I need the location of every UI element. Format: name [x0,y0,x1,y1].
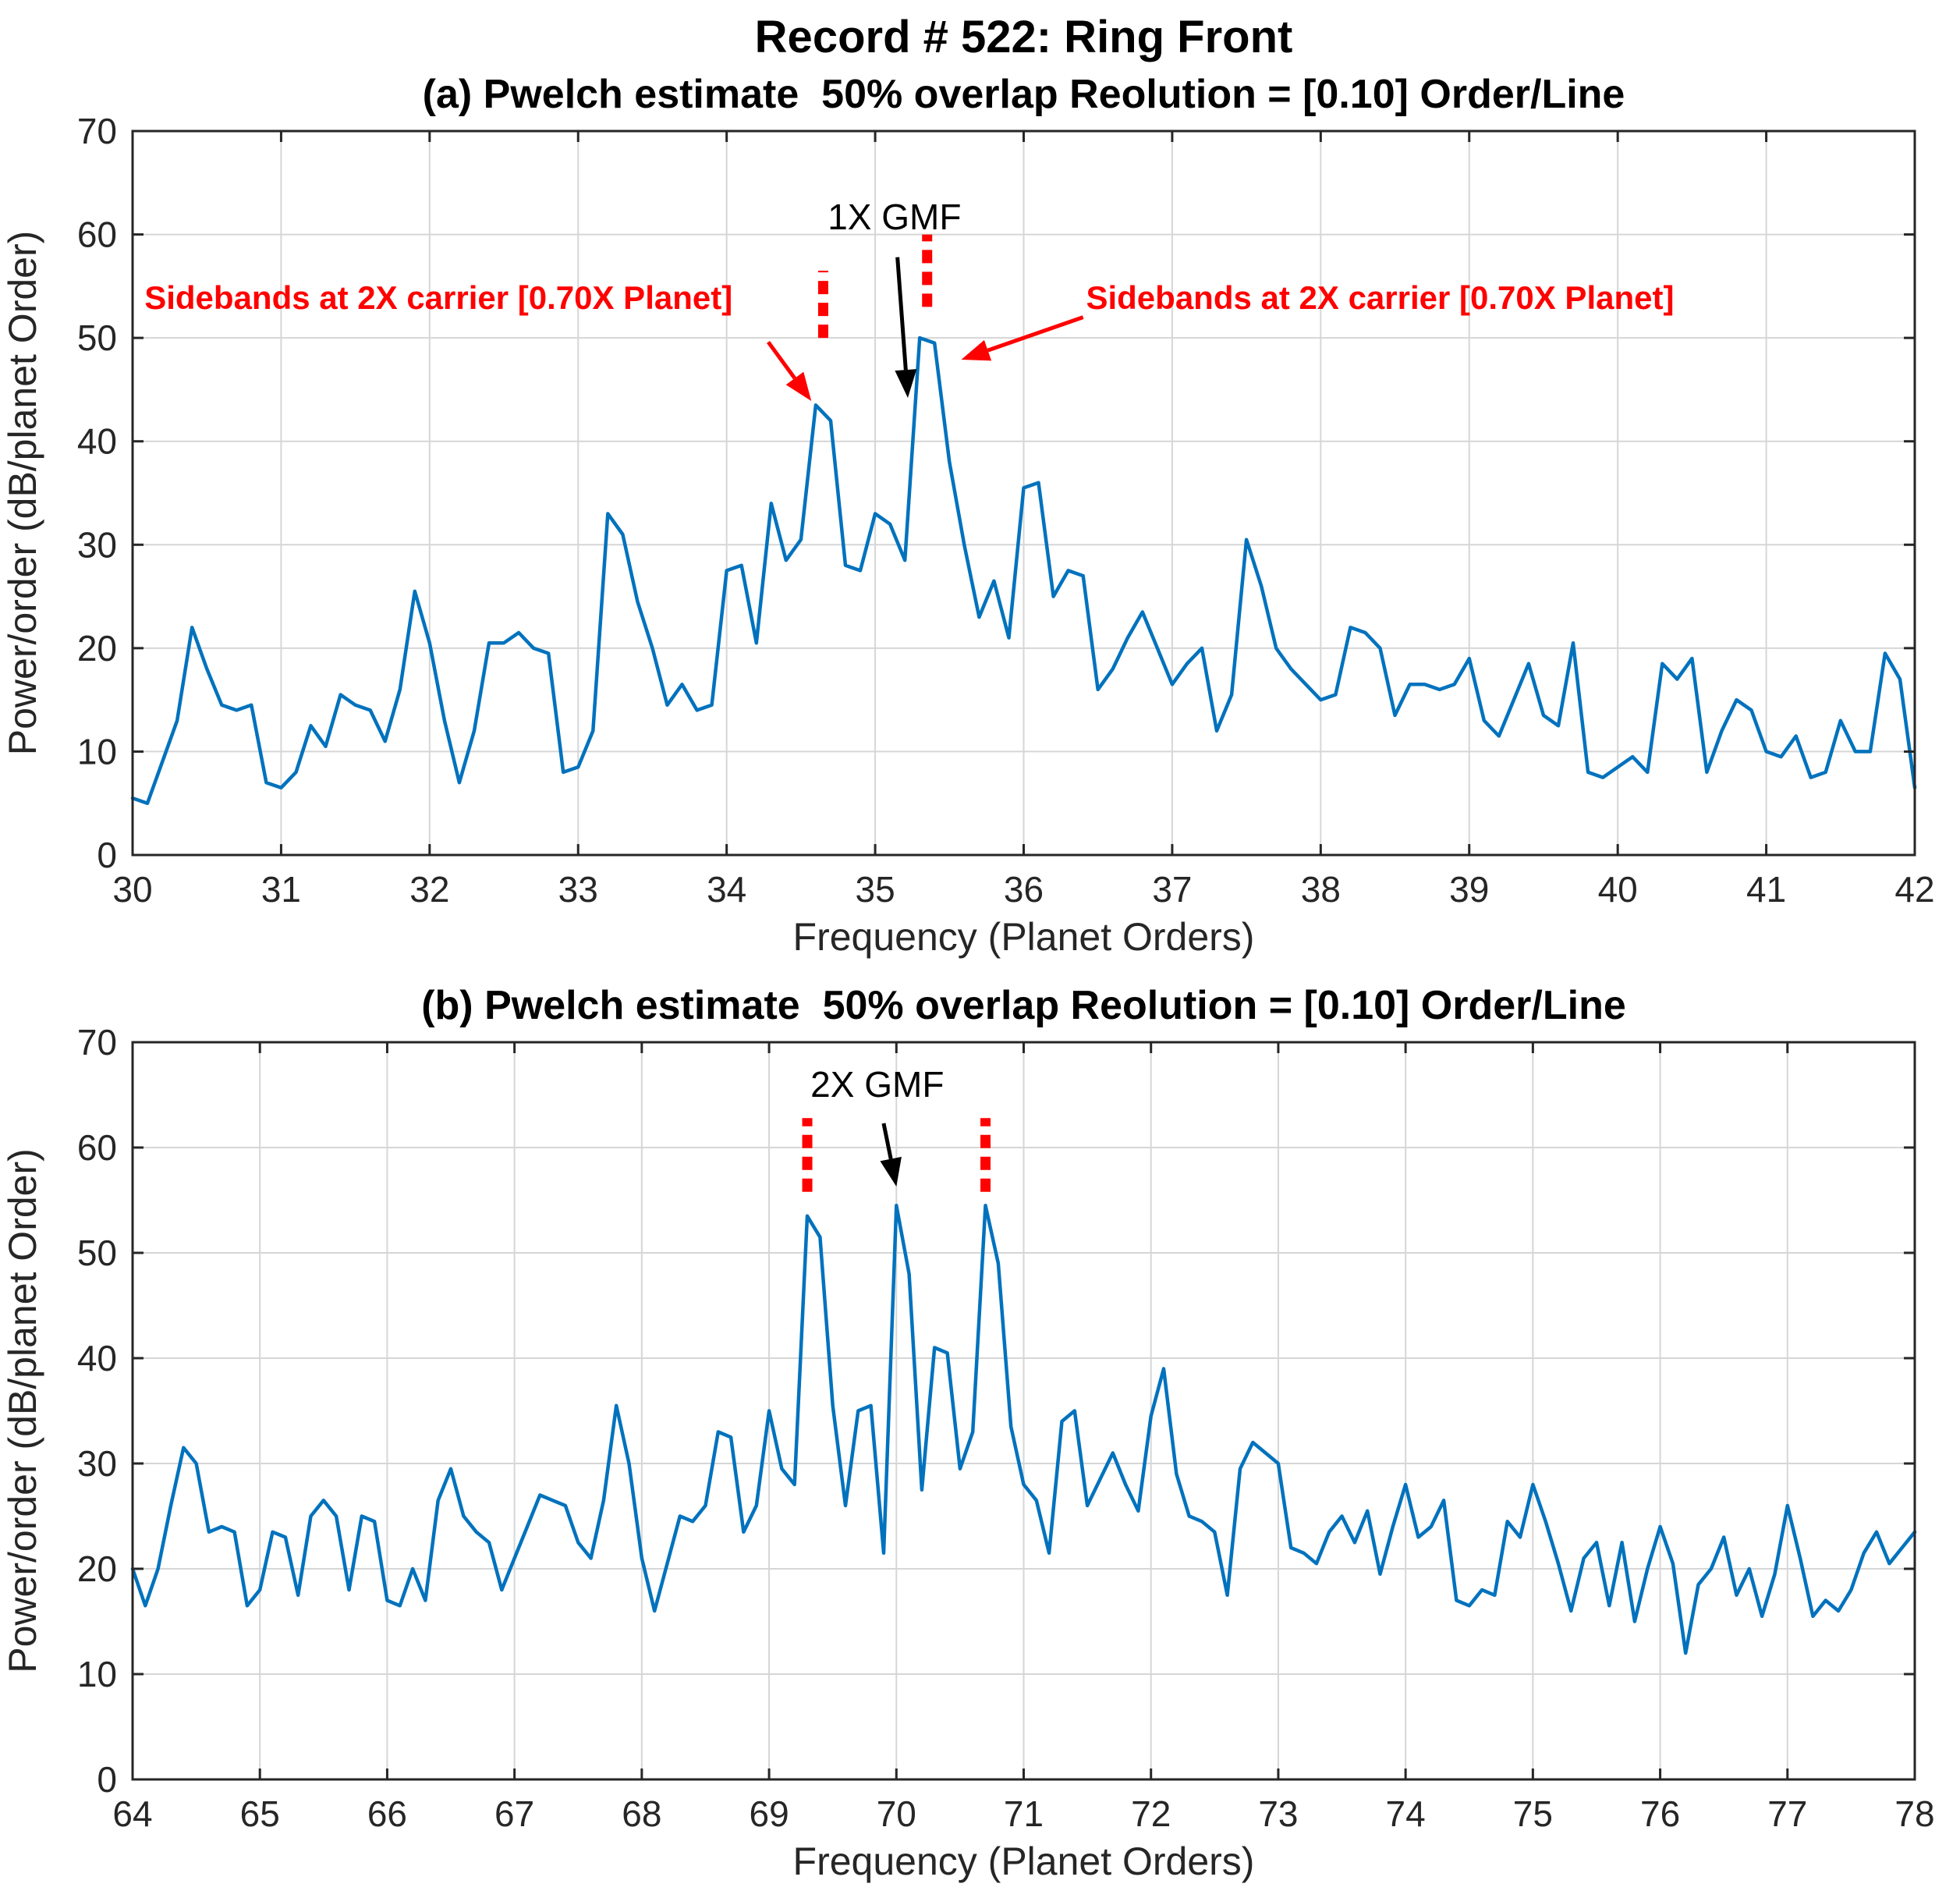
x-tick-label: 39 [1449,869,1489,910]
pwelch-spectrum-line [130,335,1917,805]
y-tick-label: 0 [97,1759,117,1800]
y-tick-label: 60 [77,215,117,255]
y-tick-label: 20 [77,1549,117,1589]
y-tick-label: 70 [77,111,117,151]
x-axis-label: Frequency (Planet Orders) [793,1839,1255,1883]
subplot-a-chart: 30 31 32 33 34 35 36 37 38 39 40 41 42 0 10 20 30 40 50 60 7… [1,72,1935,959]
x-tick-label: 77 [1767,1793,1807,1834]
y-tick-label: 10 [77,1654,117,1694]
x-tick-label: 33 [558,869,598,910]
gmf-arrow-line [881,1123,893,1160]
y-tick-label: 60 [77,1127,117,1168]
y-tick-label: 20 [77,628,117,669]
y-tick-label: 70 [77,1022,117,1063]
sideband-label: Sidebands at 2X carrier [0.70X Planet] [1086,279,1674,316]
x-tick-label: 32 [409,869,449,910]
x-tick-label: 69 [749,1793,789,1834]
x-tick-label: 41 [1746,869,1786,910]
x-tick-label: 64 [112,1793,152,1834]
x-tick-label: 37 [1152,869,1192,910]
subplot-b-chart: 64 65 66 67 68 69 70 71 72 73 74 75 76 77 78 0 10 20 30 40 5… [1,983,1935,1883]
sideband-arrow-head [961,339,992,361]
x-tick-label: 68 [622,1793,661,1834]
x-tick-label: 42 [1894,869,1934,910]
x-tick-label: 76 [1640,1793,1680,1834]
x-tick-label: 36 [1004,869,1044,910]
x-tick-label: 67 [494,1793,534,1834]
x-tick-label: 71 [1004,1793,1044,1834]
x-tick-label: 74 [1386,1793,1426,1834]
gmf-label: 2X GMF [810,1064,944,1105]
sideband-arrow-line [766,340,796,380]
y-tick-label: 50 [77,318,117,358]
x-tick-label: 30 [112,869,152,910]
sideband-arrow-line [987,315,1084,353]
y-tick-label: 10 [77,731,117,772]
gmf-arrow-line [895,257,908,371]
x-tick-label: 31 [261,869,301,910]
y-tick-label: 40 [77,1338,117,1378]
gmf-arrow-head [880,1156,902,1187]
gmf-arrow-head [895,369,917,399]
x-tick-label: 72 [1131,1793,1171,1834]
pwelch-spectrum-line [130,1204,1917,1655]
y-axis-label: Power/order (dB/planet Order) [1,1148,44,1673]
y-tick-label: 30 [77,1443,117,1484]
y-tick-label: 50 [77,1233,117,1273]
x-axis-label: Frequency (Planet Orders) [793,915,1255,959]
sideband-label: Sidebands at 2X carrier [0.70X Planet] [144,279,732,316]
y-axis-label: Power/order (dB/planet Order) [1,231,44,756]
x-tick-label: 65 [240,1793,280,1834]
gmf-label: 1X GMF [828,197,961,237]
x-tick-label: 38 [1301,869,1341,910]
sideband-arrow-head [785,371,812,402]
x-tick-label: 66 [367,1793,407,1834]
subplot-title: (a) Pwelch estimate 50% overlap Reolutio… [423,72,1625,117]
x-tick-label: 70 [877,1793,916,1834]
x-tick-label: 34 [707,869,746,910]
x-tick-label: 40 [1598,869,1638,910]
subplot-title: (b) Pwelch estimate 50% overlap Reolutio… [421,983,1626,1028]
y-tick-label: 0 [97,835,117,875]
x-tick-label: 78 [1894,1793,1934,1834]
x-tick-label: 73 [1258,1793,1298,1834]
x-tick-label: 75 [1513,1793,1553,1834]
y-tick-label: 30 [77,524,117,565]
x-tick-label: 35 [855,869,895,910]
figure-title: Record # 522: Ring Front [754,12,1293,62]
y-tick-label: 40 [77,421,117,462]
